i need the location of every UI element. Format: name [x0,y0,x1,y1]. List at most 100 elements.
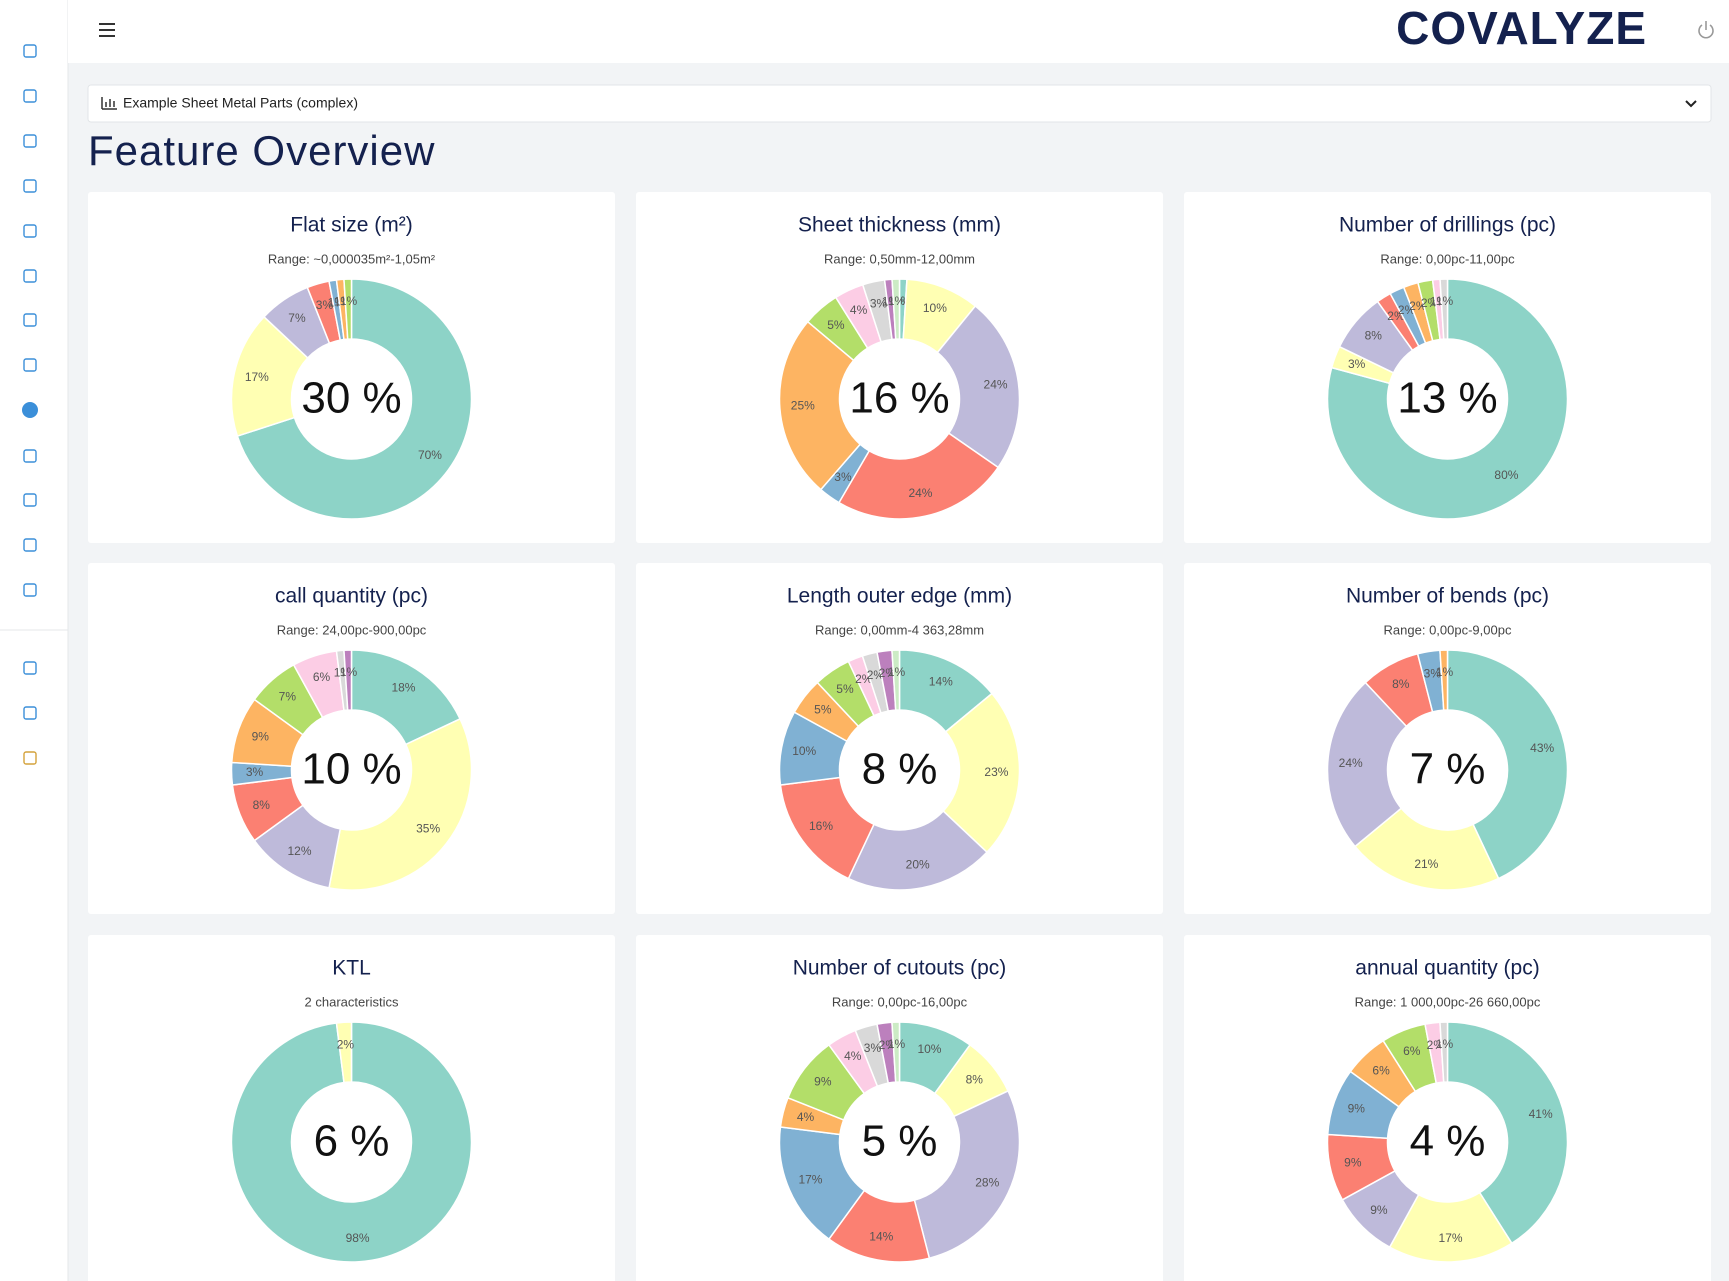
slice-label: 98% [346,1231,370,1245]
nav-icon[interactable] [23,449,37,463]
slice-label: 9% [1348,1101,1366,1115]
slice-label: 2% [1421,296,1439,310]
nav-icon[interactable] [23,269,37,283]
chart-title: call quantity (pc) [275,585,428,608]
slice-label: 43% [1530,741,1554,755]
donut-slice [891,1021,901,1083]
nav-icon[interactable] [23,583,37,597]
nav-icon[interactable] [23,313,37,327]
slice-label: 4% [844,1049,862,1063]
nav-icon[interactable] [23,358,37,372]
slice-label: 5% [814,703,832,717]
dataset-selector[interactable] [87,84,1712,123]
slice-label: 6% [313,670,331,684]
slice-label: 2% [867,668,885,682]
slice-label: 23% [984,765,1008,779]
slice-label: 7% [279,689,297,703]
slice-label: 2% [337,1037,355,1051]
nav-icon[interactable] [23,538,37,552]
chart-title: KTL [332,957,371,980]
donut-slice [343,278,353,340]
donut-slice [1446,649,1569,880]
slice-label: 9% [1344,1155,1362,1169]
slice-label: 2% [879,666,897,680]
slice-label: 8% [966,1072,984,1086]
nav-icon[interactable] [23,661,37,675]
slice-label: 2% [1427,1038,1445,1052]
slice-label: 8% [1365,329,1383,343]
donut-slice [942,692,1021,854]
slice-label: 1% [340,294,358,308]
donut-slice [936,304,1021,469]
slice-label: 28% [975,1175,999,1189]
power-button[interactable] [1698,21,1714,39]
slice-label: 3% [246,765,264,779]
nav-icon[interactable] [23,44,37,58]
chart-title: annual quantity (pc) [1355,957,1539,980]
donut-slice [230,1021,473,1263]
slice-label: 17% [1439,1231,1463,1245]
slice-label: 8% [253,798,271,812]
center-label: 6 % [314,1117,390,1166]
center-label: 7 % [1410,745,1486,794]
donut-slice [1326,278,1569,520]
center-label: 13 % [1397,374,1497,423]
slice-label: 6% [1372,1063,1390,1077]
dropdown-arrow[interactable] [1685,100,1697,108]
chart-card [636,935,1163,1281]
chart-subtitle: Range: 0,00mm-4 363,28mm [815,622,984,637]
donut-slice [847,810,989,891]
slice-label: 9% [1370,1203,1388,1217]
slice-label: 4% [850,303,868,317]
chart-card [1184,563,1711,914]
slice-label: 18% [391,680,415,694]
slice-label: 4% [797,1110,815,1124]
slice-label: 24% [908,486,932,500]
sidebar [0,0,68,1281]
nav-icon[interactable] [23,179,37,193]
nav-icon[interactable] [23,224,37,238]
nav-icon[interactable] [23,134,37,148]
slice-label: 3% [864,1041,882,1055]
slice-label: 3% [1424,666,1442,680]
slice-label: 10% [792,744,816,758]
nav-icon[interactable] [22,402,38,418]
top-bar [68,0,1729,63]
nav-icon[interactable] [23,751,37,765]
slice-label: 9% [814,1075,832,1089]
menu-button[interactable] [99,23,115,37]
nav-icon[interactable] [23,706,37,720]
slice-label: 1% [1436,294,1454,308]
donut-slice [1439,1021,1449,1083]
slice-label: 14% [929,674,953,688]
donut-slice [1446,1021,1569,1245]
slice-label: 17% [245,370,269,384]
slice-label: 1% [888,665,906,679]
chart-card [636,192,1163,543]
slice-label: 35% [416,822,440,836]
chart-title: Length outer edge (mm) [787,585,1012,608]
slice-label: 5% [827,318,845,332]
chart-subtitle: Range: 0,00pc-11,00pc [1380,251,1515,266]
nav-icon[interactable] [23,89,37,103]
slice-label: 1% [1436,1037,1454,1051]
slice-label: 14% [869,1229,893,1243]
slice-label: 25% [791,399,815,413]
slice-label: 16% [809,819,833,833]
nav-icon[interactable] [23,493,37,507]
chart-subtitle: Range: 0,00pc-16,00pc [832,994,968,1009]
center-label: 30 % [301,374,401,423]
selector-label: Example Sheet Metal Parts (complex) [123,95,358,111]
chart-card [88,192,615,543]
donut-slice [335,1021,353,1084]
center-label: 10 % [301,745,401,794]
donut-slice [1439,649,1449,711]
slice-label: 17% [798,1173,822,1187]
center-label: 4 % [1410,1117,1486,1166]
slice-label: 12% [288,844,312,858]
chart-title: Sheet thickness (mm) [798,214,1001,237]
chart-icon [101,97,117,110]
slice-label: 20% [906,857,930,871]
